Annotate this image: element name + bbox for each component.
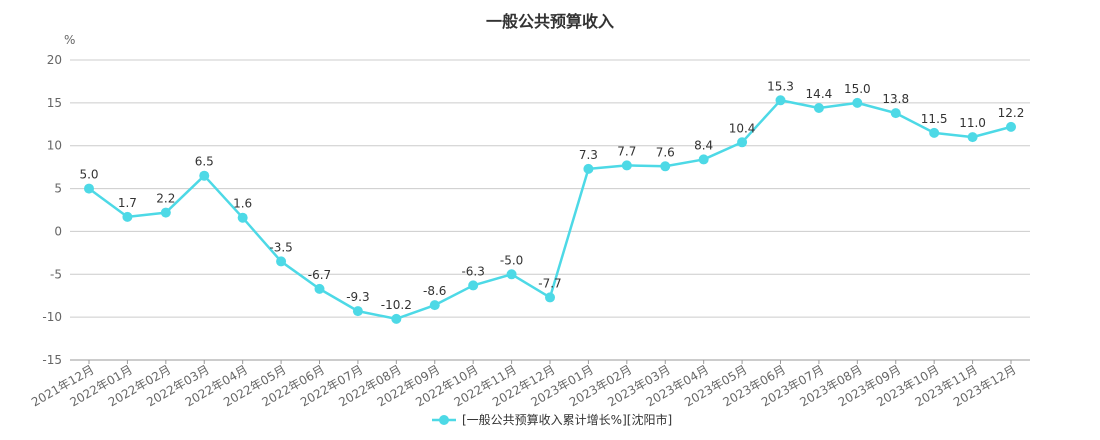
data-point [813,103,824,113]
legend-marker [439,415,449,425]
data-point [122,211,133,222]
data-label: 13.8 [882,92,909,106]
data-label: 8.4 [694,138,713,152]
data-label: 7.3 [579,148,598,162]
data-label: 1.7 [118,196,137,210]
data-label: 2.2 [156,192,175,206]
data-label: 11.5 [921,112,948,126]
y-tick-label: 0 [54,224,62,238]
data-point [84,183,94,194]
data-label: 6.5 [195,155,214,169]
data-point [775,95,786,106]
data-point [506,269,517,280]
data-label: 15.3 [767,79,794,93]
data-point [1006,121,1016,132]
data-point [583,163,594,174]
y-tick-label: 10 [47,139,62,153]
data-label: -8.6 [423,284,446,298]
y-tick-label: -5 [50,267,62,281]
data-point [852,97,863,108]
data-label: 7.7 [617,144,636,158]
data-label: 1.6 [233,197,252,211]
data-label: 7.6 [656,145,675,159]
data-point [737,137,748,148]
data-point [352,306,363,317]
data-point [468,280,479,291]
data-label: 11.0 [959,116,986,130]
legend-label: [一般公共预算收入累计增长%][沈阳市] [462,412,672,427]
y-tick-label: -10 [42,310,62,324]
data-point [698,154,709,165]
data-point [621,160,632,171]
data-label: -6.3 [461,264,484,278]
data-point [429,300,440,311]
data-label: 10.4 [729,121,756,135]
data-label: 5.0 [79,168,98,182]
y-tick-label: 20 [47,53,62,67]
data-point [237,212,248,223]
data-label: -6.7 [308,268,331,282]
data-label: -7.7 [538,276,561,290]
y-axis-unit: % [64,33,75,47]
data-point [276,256,287,267]
data-label: -9.3 [346,290,369,304]
data-point [929,127,940,138]
data-point [160,207,171,218]
data-label: 15.0 [844,82,871,96]
data-point [391,313,402,324]
y-tick-label: -15 [42,353,62,367]
data-label: -10.2 [381,298,412,312]
data-label: -5.0 [500,253,523,267]
data-point [660,161,671,172]
y-tick-label: 5 [54,182,62,196]
data-point [967,132,978,143]
y-tick-label: 15 [47,96,62,110]
data-label: 12.2 [998,106,1025,120]
data-point [314,283,325,294]
data-label: -3.5 [269,240,292,254]
data-point [890,108,901,119]
chart-title: 一般公共预算收入 [485,12,614,31]
data-point [199,170,210,181]
data-point [545,292,555,303]
data-label: 14.4 [806,87,833,101]
